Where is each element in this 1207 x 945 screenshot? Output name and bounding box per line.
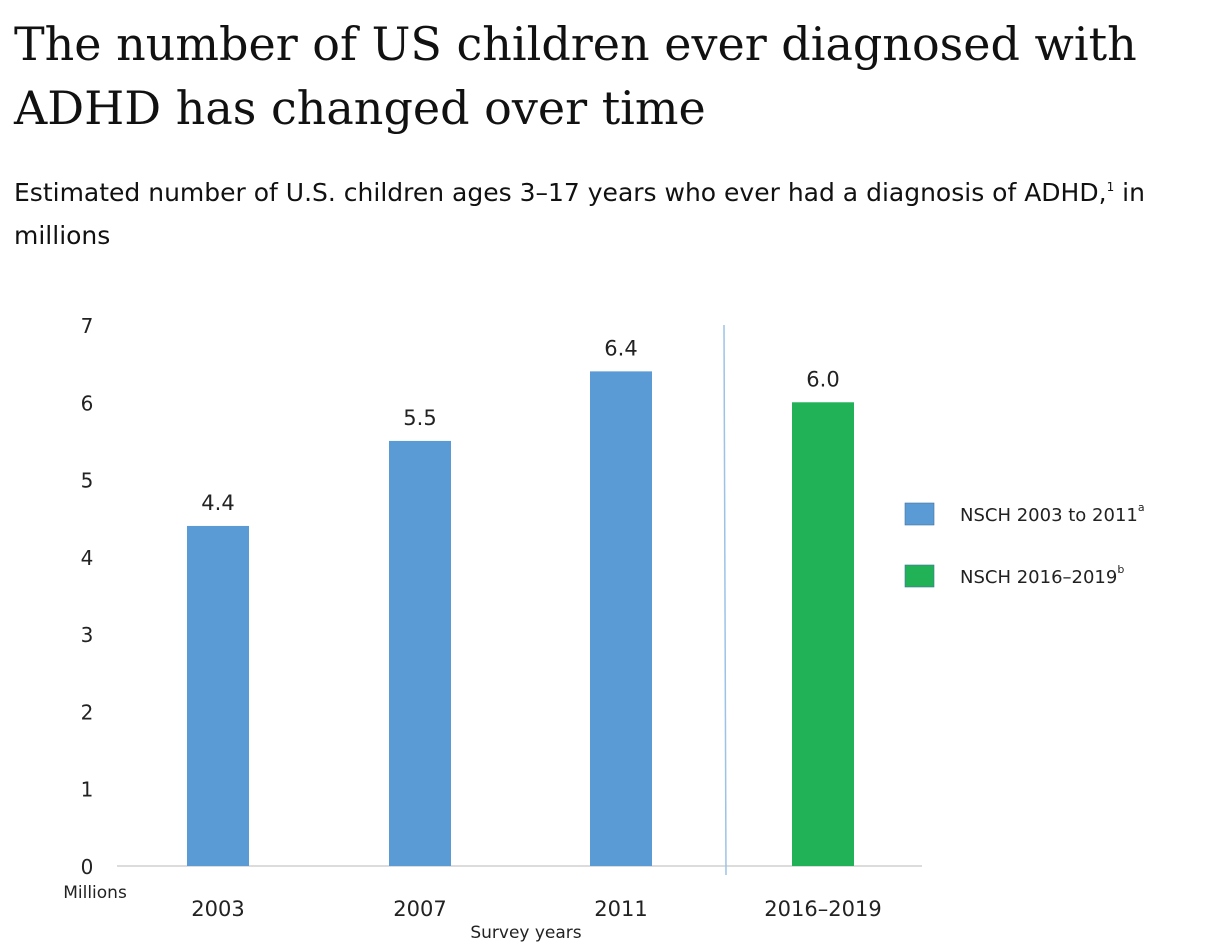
y-tick-label: 0 xyxy=(81,855,94,879)
legend-label: NSCH 2003 to 2011a xyxy=(960,501,1145,526)
x-tick-label: 2003 xyxy=(191,897,244,921)
series-separator-line xyxy=(723,324,727,876)
data-label: 6.4 xyxy=(604,336,637,360)
x-tick-label: 2016–2019 xyxy=(764,897,881,921)
x-tick-label: 2007 xyxy=(393,897,446,921)
legend-label-text: NSCH 2016–2019 xyxy=(960,567,1117,588)
y-tick-label: 4 xyxy=(81,546,94,570)
x-tick-label: 2011 xyxy=(594,897,647,921)
y-tick-label: 2 xyxy=(81,700,94,724)
subtitle-tail: in millions xyxy=(14,178,1145,250)
y-tick-label: 3 xyxy=(81,623,94,647)
bar-2003 xyxy=(187,525,249,866)
bar-2007 xyxy=(389,440,451,866)
chart-subtitle: Estimated number of U.S. children ages 3… xyxy=(14,166,1164,257)
chart-title: The number of US children ever diagnosed… xyxy=(14,17,1137,135)
y-tick-label: 7 xyxy=(81,314,94,338)
bar-2016–2019 xyxy=(792,402,854,866)
x-axis-label: Survey years xyxy=(470,923,581,943)
y-axis-ticks: 0 1 2 3 4 5 6 7 xyxy=(81,314,94,879)
data-label: 6.0 xyxy=(806,367,839,391)
data-label: 5.5 xyxy=(403,406,436,430)
subtitle-text: Estimated number of U.S. children ages 3… xyxy=(14,178,1107,207)
y-tick-label: 5 xyxy=(81,469,94,493)
legend-footnote: a xyxy=(1138,501,1145,514)
legend: NSCH 2003 to 2011a NSCH 2016–2019b xyxy=(904,501,1145,588)
y-tick-label: 6 xyxy=(81,391,94,415)
legend-swatch xyxy=(904,564,935,588)
legend-label-text: NSCH 2003 to 2011 xyxy=(960,505,1138,526)
bars: 4.4 2003 5.5 2007 6.4 2011 6.0 2016–2019 xyxy=(187,336,882,921)
y-axis-label: Millions xyxy=(63,883,127,903)
legend-footnote: b xyxy=(1117,563,1124,576)
legend-label: NSCH 2016–2019b xyxy=(960,563,1124,588)
legend-swatch xyxy=(904,502,935,526)
subtitle-footnote: 1 xyxy=(1106,180,1115,194)
data-label: 4.4 xyxy=(201,491,234,515)
bar-2011 xyxy=(590,371,652,866)
y-tick-label: 1 xyxy=(81,778,94,802)
